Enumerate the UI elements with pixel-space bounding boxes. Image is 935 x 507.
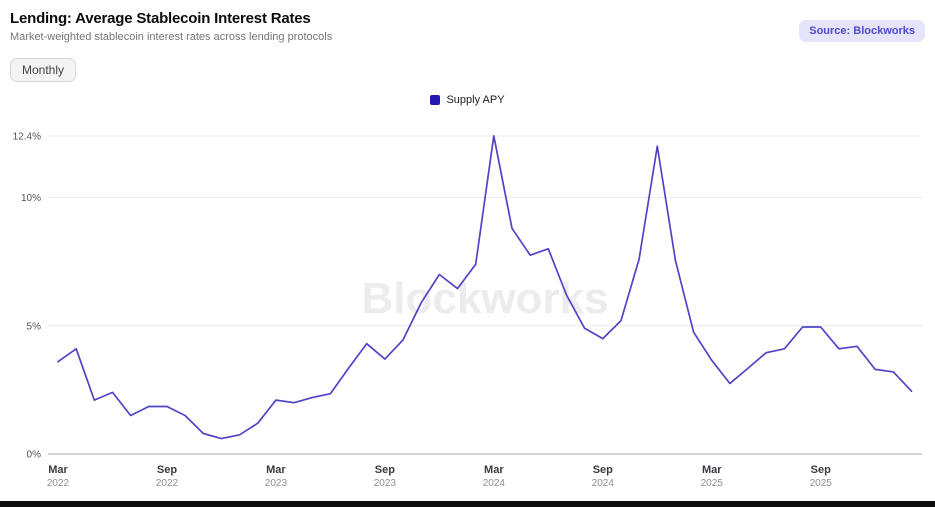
x-axis-tick-year: 2025 xyxy=(701,478,724,489)
x-axis-tick-year: 2023 xyxy=(374,478,397,489)
legend-swatch-supply-apy[interactable] xyxy=(430,95,441,105)
x-axis-tick-month: Sep xyxy=(593,464,613,476)
x-axis-tick-month: Mar xyxy=(48,464,68,476)
bottom-window-edge xyxy=(0,501,935,507)
source-badge: Source: Blockworks xyxy=(799,20,925,42)
y-axis-tick-label: 10% xyxy=(21,193,41,204)
x-axis-tick-year: 2022 xyxy=(47,478,70,489)
page-title: Lending: Average Stablecoin Interest Rat… xyxy=(10,10,311,27)
supply-apy-line[interactable] xyxy=(57,135,913,440)
frequency-button-monthly[interactable]: Monthly xyxy=(10,58,77,82)
x-axis-tick-month: Sep xyxy=(157,464,177,476)
y-axis-tick-label: 0% xyxy=(27,450,42,461)
x-axis-tick-month: Sep xyxy=(375,464,395,476)
page-subtitle: Market-weighted stablecoin interest rate… xyxy=(10,31,333,43)
legend-label-supply-apy[interactable]: Supply APY xyxy=(446,94,505,106)
chart-header: Lending: Average Stablecoin Interest Rat… xyxy=(0,10,935,43)
legend: Supply APY xyxy=(0,94,935,106)
x-axis-tick-year: 2024 xyxy=(592,478,615,489)
x-axis-tick-month: Mar xyxy=(266,464,286,476)
x-axis-tick-year: 2024 xyxy=(483,478,506,489)
y-axis-tick-label: 5% xyxy=(27,321,42,332)
x-axis-tick-month: Sep xyxy=(811,464,831,476)
line-chart: 0% 5% 10% 12.4% Blockworks Mar 2022 Sep 2022 Mar 2… xyxy=(13,131,922,489)
x-axis-tick-year: 2023 xyxy=(265,478,288,489)
x-axis-tick-year: 2025 xyxy=(810,478,833,489)
x-axis-tick-month: Mar xyxy=(702,464,722,476)
chart-page: Lending: Average Stablecoin Interest Rat… xyxy=(0,10,935,507)
y-axis-tick-label: 12.4% xyxy=(13,131,41,142)
watermark: Blockworks xyxy=(362,274,609,323)
x-axis-tick-month: Mar xyxy=(484,464,504,476)
x-axis-tick-year: 2022 xyxy=(156,478,179,489)
